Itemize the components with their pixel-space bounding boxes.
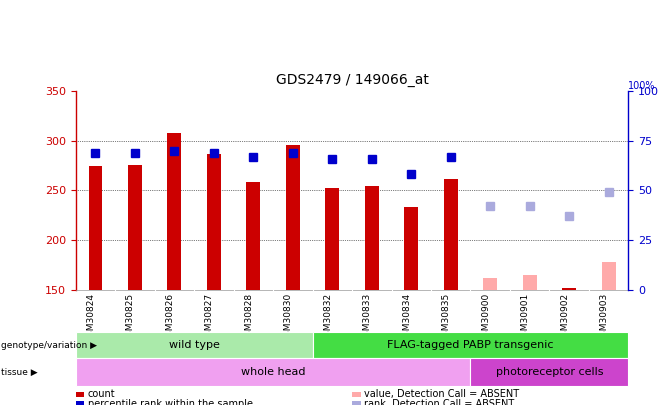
Text: percentile rank within the sample: percentile rank within the sample	[88, 399, 253, 405]
Bar	[523, 275, 537, 290]
Bar	[470, 358, 628, 386]
Bar	[602, 262, 616, 290]
Text: GSM30827: GSM30827	[205, 293, 214, 342]
Text: 100%: 100%	[628, 81, 656, 91]
Text: value, Detection Call = ABSENT: value, Detection Call = ABSENT	[364, 390, 519, 399]
Bar	[76, 358, 470, 386]
Text: genotype/variation ▶: genotype/variation ▶	[1, 341, 97, 350]
Text: GSM30903: GSM30903	[599, 293, 609, 342]
Text: GSM30825: GSM30825	[126, 293, 135, 342]
Text: rank, Detection Call = ABSENT: rank, Detection Call = ABSENT	[364, 399, 514, 405]
Text: GSM30828: GSM30828	[244, 293, 253, 342]
Bar	[313, 332, 628, 358]
Bar	[128, 164, 142, 290]
Bar	[76, 332, 313, 358]
Text: wild type: wild type	[168, 340, 220, 350]
Text: GSM30835: GSM30835	[442, 293, 451, 342]
Bar	[326, 188, 340, 290]
Text: photoreceptor cells: photoreceptor cells	[495, 367, 603, 377]
Text: GSM30834: GSM30834	[402, 293, 411, 342]
Text: GSM30826: GSM30826	[165, 293, 174, 342]
Text: whole head: whole head	[241, 367, 305, 377]
Title: GDS2479 / 149066_at: GDS2479 / 149066_at	[276, 73, 428, 87]
Bar	[247, 182, 261, 290]
Text: GSM30901: GSM30901	[520, 293, 530, 342]
Bar	[563, 288, 576, 290]
Text: GSM30824: GSM30824	[86, 293, 95, 342]
Text: tissue ▶: tissue ▶	[1, 367, 38, 377]
Text: GSM30833: GSM30833	[363, 293, 372, 342]
Text: FLAG-tagged PABP transgenic: FLAG-tagged PABP transgenic	[387, 340, 554, 350]
Text: count: count	[88, 390, 115, 399]
Text: GSM30832: GSM30832	[323, 293, 332, 342]
Text: GSM30830: GSM30830	[284, 293, 293, 342]
Bar	[167, 133, 181, 290]
Text: GSM30900: GSM30900	[481, 293, 490, 342]
Bar	[405, 207, 418, 290]
Bar	[365, 186, 379, 290]
Bar	[484, 278, 497, 290]
Text: GSM30902: GSM30902	[560, 293, 569, 342]
Bar	[207, 153, 221, 290]
Bar	[88, 166, 103, 290]
Bar	[444, 179, 458, 290]
Bar	[286, 145, 300, 290]
